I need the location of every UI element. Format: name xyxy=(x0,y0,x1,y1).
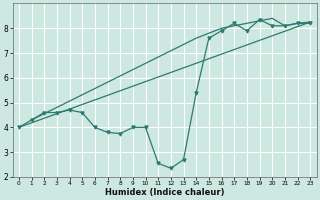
X-axis label: Humidex (Indice chaleur): Humidex (Indice chaleur) xyxy=(105,188,224,197)
